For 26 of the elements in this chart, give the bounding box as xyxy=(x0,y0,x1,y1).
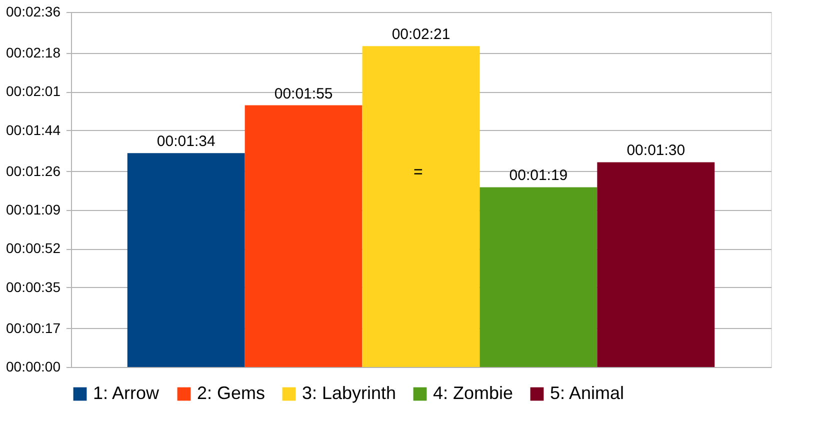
y-tick-label: 00:00:35 xyxy=(6,278,61,295)
y-tick-label: 00:02:18 xyxy=(6,44,61,60)
data-label: 00:01:30 xyxy=(626,142,686,160)
data-label: 00:01:34 xyxy=(156,133,216,150)
data-label: 00:01:55 xyxy=(274,85,333,102)
legend-label: 2: Gems xyxy=(197,383,266,403)
y-tick-label: 00:00:17 xyxy=(6,320,61,336)
y-tick-label: 00:02:36 xyxy=(6,4,61,20)
legend-label: 5: Animal xyxy=(550,383,624,403)
y-tick-label: 00:02:01 xyxy=(6,83,61,100)
legend-label: 1: Arrow xyxy=(93,383,160,403)
y-tick-label: 00:01:44 xyxy=(6,122,61,138)
annotation: = xyxy=(414,164,423,181)
y-tick-label: 00:00:00 xyxy=(6,358,61,374)
y-tick-label: 00:01:09 xyxy=(6,201,61,218)
bar xyxy=(597,162,715,367)
bar xyxy=(480,187,598,367)
data-label: 00:02:21 xyxy=(392,26,450,44)
bar xyxy=(362,46,480,367)
y-tick-label: 00:01:26 xyxy=(6,162,61,179)
legend-label: 4: Zombie xyxy=(433,383,514,403)
y-tick-label: 00:00:52 xyxy=(6,240,61,256)
legend-label: 3: Labyrinth xyxy=(302,383,396,403)
bar xyxy=(127,153,245,367)
data-label: 00:01:19 xyxy=(509,167,568,184)
bar xyxy=(244,105,362,367)
